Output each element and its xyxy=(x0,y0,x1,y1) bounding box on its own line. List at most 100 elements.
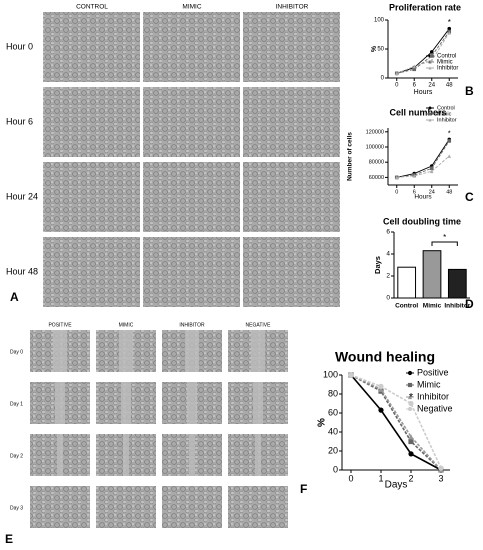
legend-marker xyxy=(407,406,413,412)
legend-marker xyxy=(428,106,432,110)
series-line xyxy=(350,374,442,471)
x-tick-label: 2 xyxy=(408,473,413,483)
series-line xyxy=(350,374,442,471)
legend-label: Mimic xyxy=(437,111,452,117)
legend-label: Control xyxy=(437,105,455,111)
marker xyxy=(429,58,434,63)
panel-letter: C xyxy=(465,190,474,204)
x-tick-label: Mimic xyxy=(423,303,442,310)
chart-title: Proliferation rate xyxy=(389,2,461,12)
column-header: MIMIC xyxy=(182,4,201,11)
marker xyxy=(412,174,417,178)
panel-letter: D xyxy=(465,297,474,311)
y-axis-label: % xyxy=(371,45,378,52)
x-tick-label: 0 xyxy=(395,83,399,89)
x-axis-label: Hours xyxy=(414,89,433,96)
legend-label: Mimic xyxy=(437,60,453,66)
wound-gap xyxy=(255,434,261,476)
panel-letter: A xyxy=(10,290,19,304)
legend-label: Inhibitor xyxy=(417,391,449,401)
wound-gap xyxy=(251,330,265,372)
wound-gap xyxy=(187,382,197,424)
y-tick-label: 80000 xyxy=(369,160,384,166)
wound-gap xyxy=(185,330,199,372)
bar xyxy=(447,268,467,299)
y-tick-label: 100000 xyxy=(366,144,384,150)
wound-image xyxy=(162,486,222,528)
row-label: Hour 0 xyxy=(6,41,33,51)
y-tick-label: 50 xyxy=(377,47,384,53)
wound-image xyxy=(30,486,90,528)
column-header: POSITIVE xyxy=(48,322,72,328)
legend-marker xyxy=(428,112,432,116)
legend-label: Mimic xyxy=(417,379,441,389)
micrograph xyxy=(243,237,340,307)
marker xyxy=(429,166,434,171)
legend-label: Inhibitor xyxy=(437,117,457,123)
column-header: INHIBITOR xyxy=(276,4,309,11)
wound-gap xyxy=(53,330,67,372)
row-label: Hour 24 xyxy=(6,191,38,201)
panel-letter: F xyxy=(300,482,307,496)
wound-gap xyxy=(253,382,263,424)
micrograph xyxy=(43,237,140,307)
marker xyxy=(412,67,417,72)
y-tick-label: 0 xyxy=(381,76,385,82)
series-line xyxy=(350,374,442,471)
marker xyxy=(429,169,434,174)
wound-gap xyxy=(119,330,133,372)
row-label: Hour 6 xyxy=(6,116,33,126)
marker xyxy=(408,434,414,440)
legend-label: Positive xyxy=(417,367,449,377)
bar xyxy=(422,250,442,299)
marker xyxy=(429,54,434,58)
marker xyxy=(408,438,414,445)
wound-gap xyxy=(121,382,131,424)
y-tick-label: 0 xyxy=(333,464,338,474)
row-label: Day 3 xyxy=(10,505,23,511)
micrograph xyxy=(43,87,140,157)
y-tick-label: 2 xyxy=(386,273,390,280)
y-axis-label: % xyxy=(317,418,328,427)
y-tick-label: 60000 xyxy=(369,175,384,181)
marker xyxy=(447,30,452,35)
legend-label: Inhibitor xyxy=(437,66,458,72)
x-tick-label: 6 xyxy=(413,189,416,195)
x-tick-label: 1 xyxy=(378,473,383,483)
micrograph xyxy=(143,12,240,82)
marker xyxy=(408,451,414,457)
x-axis-label: Days xyxy=(385,480,408,491)
x-axis-label: Hours xyxy=(414,194,432,201)
micrograph xyxy=(243,162,340,232)
row-label: Day 1 xyxy=(10,401,23,407)
row-label: Day 2 xyxy=(10,453,23,459)
micrograph xyxy=(43,162,140,232)
wound-gap xyxy=(57,434,63,476)
micrograph xyxy=(43,12,140,82)
y-tick-label: 40 xyxy=(328,426,338,436)
micrograph xyxy=(243,87,340,157)
series-line xyxy=(350,374,442,469)
y-axis-label: Number of cells xyxy=(347,132,354,181)
y-tick-label: 100 xyxy=(374,18,385,24)
x-tick-label: 0 xyxy=(395,189,398,195)
legend-marker xyxy=(407,370,413,376)
chart-title: Cell numbers xyxy=(389,107,446,117)
y-tick-label: 6 xyxy=(386,229,390,236)
y-tick-label: 120000 xyxy=(366,129,384,135)
wound-gap xyxy=(189,434,195,476)
x-tick-label: 48 xyxy=(446,189,452,195)
y-axis-label: Days xyxy=(373,256,382,274)
marker xyxy=(447,154,452,158)
column-header: INHIBITOR xyxy=(179,322,205,328)
marker xyxy=(438,465,444,471)
panel-letter: E xyxy=(5,532,13,546)
micrograph xyxy=(143,87,240,157)
series-line xyxy=(396,139,450,178)
marker xyxy=(348,372,354,378)
legend-label: Control xyxy=(437,54,456,60)
column-header: MIMIC xyxy=(119,322,134,328)
marker xyxy=(429,50,434,54)
series-line xyxy=(396,32,450,74)
